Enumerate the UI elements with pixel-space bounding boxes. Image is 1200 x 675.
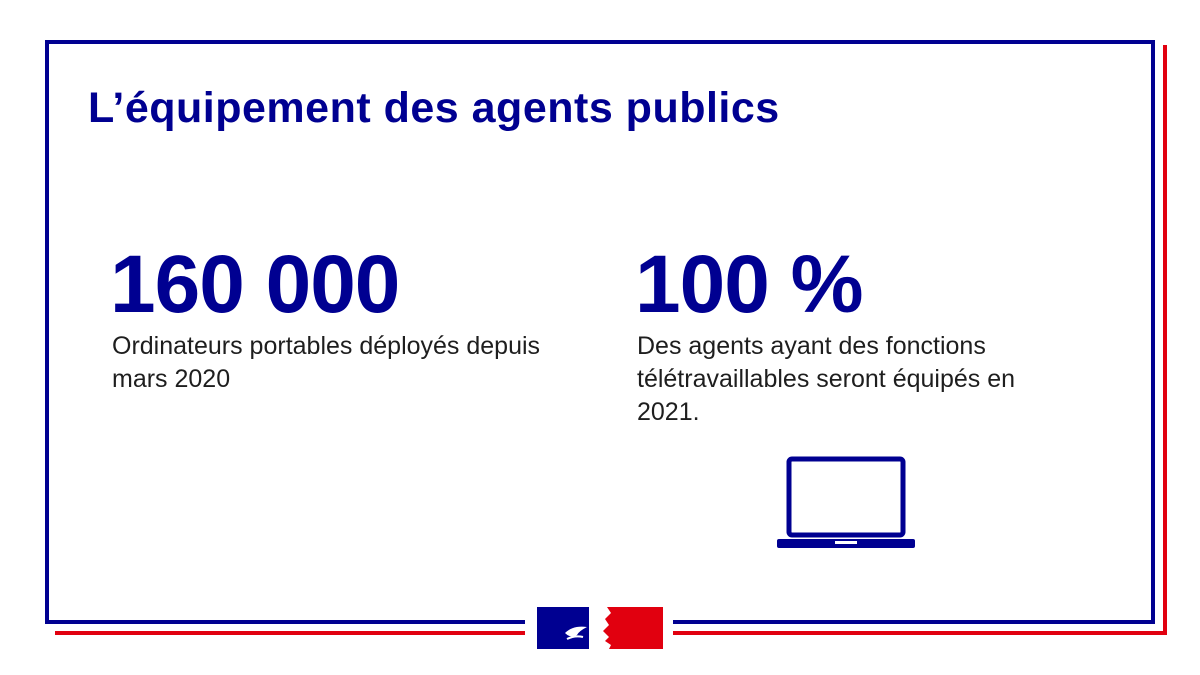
- stat-agents-value: 100 %: [635, 239, 864, 330]
- stat-laptops-description: Ordinateurs portables déployés depuis ma…: [112, 332, 541, 393]
- frame-shadow-right: [1163, 45, 1167, 635]
- page-title: L’équipement des agents publics: [88, 84, 780, 132]
- stat-agents-description: Des agents ayant des fonctions télétrava…: [637, 332, 1016, 426]
- stat-laptops-value: 160 000: [110, 239, 400, 330]
- marianne-logo: [537, 607, 663, 649]
- laptop-icon: [777, 456, 915, 548]
- infographic-frame: [45, 40, 1155, 624]
